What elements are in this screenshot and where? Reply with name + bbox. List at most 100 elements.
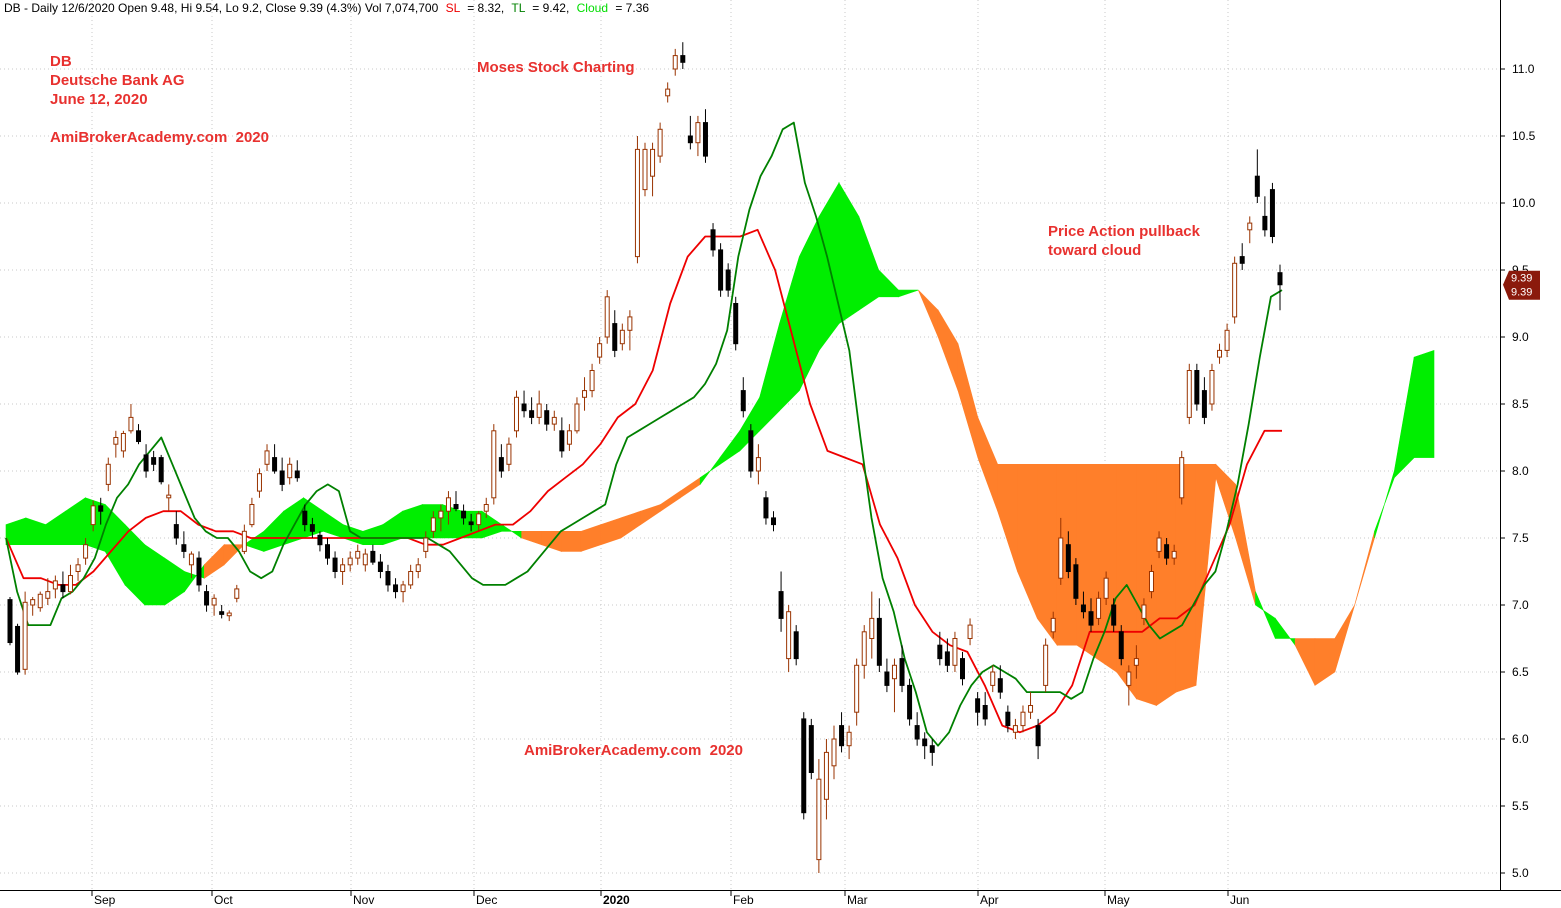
annotation-date: June 12, 2020 <box>50 91 148 108</box>
candle-up <box>536 403 542 418</box>
kijun-line <box>5 228 1282 734</box>
x-tick-label: Sep <box>94 893 116 907</box>
candle-down <box>136 430 142 443</box>
y-tick-label: 9.0 <box>1512 330 1529 344</box>
candle-down <box>876 617 882 666</box>
candle-up <box>967 624 973 639</box>
candle-down <box>702 122 708 157</box>
candle-down <box>808 725 814 773</box>
candle-down <box>325 544 330 559</box>
candle-up <box>355 550 361 559</box>
sl-label: SL <box>446 1 461 15</box>
candle-up <box>672 55 678 70</box>
candle-up <box>1050 617 1056 633</box>
candle-down <box>725 269 731 291</box>
candle-up <box>952 638 958 666</box>
candle-down <box>793 631 799 660</box>
candle-up <box>1247 222 1253 231</box>
x-tick-label: Apr <box>980 893 999 907</box>
candle-down <box>612 323 618 351</box>
candle-down <box>173 524 179 539</box>
candle-down <box>1080 604 1086 613</box>
candle-up <box>1133 658 1139 666</box>
candle-up <box>362 553 368 566</box>
candle-up <box>1126 671 1132 686</box>
candle-up <box>1096 597 1102 619</box>
candle-up <box>627 316 633 331</box>
candle-up <box>483 504 489 512</box>
candle-up <box>816 778 822 861</box>
candle-up <box>340 564 346 572</box>
tl-label: TL <box>511 1 525 15</box>
candle-up <box>166 494 172 499</box>
candle-down <box>960 658 965 680</box>
candle-up <box>415 564 421 572</box>
candle-down <box>1065 544 1071 573</box>
candle-down <box>461 510 467 519</box>
candle-down <box>279 470 285 485</box>
candle-down <box>302 510 308 526</box>
candle-up <box>755 457 761 472</box>
candle-up <box>438 510 444 519</box>
candle-up <box>513 396 519 432</box>
candle-up <box>287 463 293 479</box>
y-tick-label: 10.0 <box>1512 196 1536 210</box>
candle-up <box>566 430 572 445</box>
candle-down <box>60 584 66 593</box>
x-tick-label: Jun <box>1230 893 1249 907</box>
candle-down <box>143 454 149 472</box>
candle-up <box>211 597 217 606</box>
indicator-lines <box>5 121 1283 747</box>
candle-up <box>430 517 436 532</box>
candle-up <box>604 296 610 338</box>
candle-up <box>1148 571 1154 593</box>
price-tag-line2: 9.39 <box>1511 287 1532 299</box>
candle-up <box>854 664 860 713</box>
y-tick-label: 8.5 <box>1512 397 1529 411</box>
candle-down <box>294 470 300 479</box>
candle-down <box>907 684 913 720</box>
candle-down <box>740 390 746 412</box>
candle-up <box>657 128 663 157</box>
candle-up <box>1103 577 1109 599</box>
x-tick-label: Dec <box>476 893 497 907</box>
candle-up <box>1156 537 1162 552</box>
candle-down <box>982 705 988 720</box>
annotation-symbol: DB <box>50 53 72 70</box>
candle-up <box>113 437 119 445</box>
candle-down <box>771 517 777 526</box>
candle-up <box>1141 604 1147 619</box>
annotation-site-top: AmiBrokerAcademy.com 2020 <box>50 129 269 146</box>
y-tick-label: 10.5 <box>1512 129 1536 143</box>
candle-down <box>944 651 950 666</box>
candle-up <box>1012 725 1018 733</box>
candle-up <box>1232 262 1238 318</box>
x-tick-label: Feb <box>733 893 754 907</box>
annotation-site-bottom: AmiBrokerAcademy.com 2020 <box>524 742 743 759</box>
candle-down <box>1201 390 1207 418</box>
candle-down <box>529 410 535 418</box>
candle-up <box>1224 329 1230 351</box>
y-tick-label: 5.5 <box>1512 799 1529 813</box>
grid <box>0 0 1500 890</box>
y-tick-label: 11.0 <box>1512 62 1535 76</box>
candle-up <box>256 473 262 492</box>
candle-down <box>975 698 981 713</box>
bear-cloud-segment <box>1334 604 1355 673</box>
candle-up <box>695 122 701 144</box>
candle-down <box>718 249 724 291</box>
x-tick-label: Mar <box>847 893 868 907</box>
candle-up <box>634 148 640 258</box>
candle-up <box>1171 550 1177 559</box>
bear-cloud-segment <box>1156 463 1177 707</box>
candle-up <box>37 593 43 609</box>
candle-down <box>544 410 550 425</box>
candle-down <box>914 725 920 740</box>
candle-down <box>453 504 459 510</box>
candle-down <box>151 457 157 465</box>
candle-down <box>370 550 376 563</box>
bear-cloud-segment <box>1116 463 1137 700</box>
x-tick-label: 2020 <box>603 893 630 907</box>
candle-up <box>45 591 51 599</box>
